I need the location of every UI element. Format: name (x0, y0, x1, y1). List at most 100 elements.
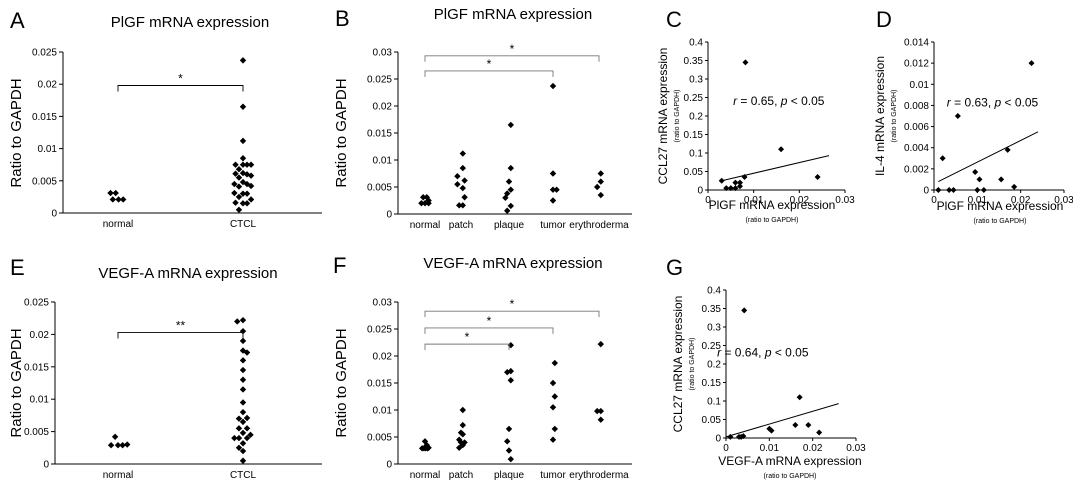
panel-c-y-tick-label: 0.15 (684, 130, 704, 141)
panel-a-point (235, 193, 243, 201)
panel-d-point (950, 187, 957, 193)
panel-b-point (454, 173, 461, 180)
panel-e-point (239, 386, 247, 393)
panel-f-point (551, 393, 558, 400)
panel-f-point (505, 425, 513, 433)
panel-g-x-tick-label: 0.01 (760, 443, 780, 454)
panel-g-x-tick-label: 0 (723, 443, 729, 454)
panel-c-correlation-annotation: r = 0.65, p < 0.05 (733, 94, 825, 108)
panel-g-y-tick-label: 0.4 (707, 286, 721, 297)
panel-c-point (732, 179, 739, 186)
panel-f-category-label: patch (449, 470, 473, 481)
panel-b-point (549, 170, 557, 177)
panel-d-y-tick-label: 0.01 (910, 80, 930, 91)
panel-e-point (247, 431, 254, 439)
panel-c-point (723, 185, 730, 192)
panel-e-point (239, 457, 247, 464)
panel-e-point (231, 434, 238, 442)
panel-b-point (597, 170, 604, 177)
panel-d-point (1028, 60, 1035, 67)
panel-b-y-tick-label: 0.03 (373, 48, 393, 59)
panel-f-y-tick-label: 0.005 (367, 433, 392, 444)
panel-c-x-tick-label: 0.03 (835, 195, 855, 206)
panel-f-point (425, 444, 432, 451)
panel-d-x-tick-label: 0.02 (1011, 195, 1031, 206)
panel-b-point (461, 177, 468, 184)
panel-c-y-axis-subtitle: (ratio to GAPDH) (674, 90, 681, 143)
panel-a-y-tick-label: 0.01 (38, 144, 58, 155)
panel-b-point (420, 194, 427, 201)
panel-b-point (507, 164, 514, 172)
panel-e-y-tick-label: 0.005 (24, 427, 49, 438)
panel-e-y-tick-label: 0.01 (30, 395, 50, 406)
panel-f-label: F (333, 253, 346, 278)
panel-e-point (239, 408, 247, 416)
panel-a-point (239, 137, 247, 145)
panel-f-y-tick-label: 0.02 (373, 352, 393, 363)
panel-c-y-tick-label: 0.4 (689, 38, 703, 49)
panel-a-point (119, 196, 127, 203)
panel-b-point (507, 121, 514, 129)
panel-d-x-axis-subtitle: (ratio to GAPDH) (974, 218, 1027, 225)
panel-e-y-tick-label: 0 (43, 460, 49, 471)
panel-b-category-label: patch (449, 220, 473, 231)
panel-a-y-tick-label: 0 (51, 209, 57, 220)
panel-b-point (425, 200, 432, 207)
panel-e-point (243, 434, 251, 442)
panel-a-point (239, 103, 247, 110)
panel-c-label: C (666, 7, 682, 32)
panel-b-point (549, 186, 557, 193)
panel-b-y-axis-title: Ratio to GAPDH (333, 78, 350, 187)
panel-e-category-label: normal (103, 470, 134, 481)
panel-e-point (124, 441, 131, 448)
panel-e-point (239, 440, 247, 447)
panel-a-point (239, 155, 247, 162)
panel-g-correlation-annotation: r = 0.64, p < 0.05 (717, 346, 809, 360)
panel-b-point (459, 150, 466, 157)
panel-e-point (239, 316, 247, 324)
panel-a-significance-bracket (117, 85, 244, 92)
panel-c-y-tick-label: 0.25 (684, 93, 704, 104)
panel-d-x-tick-label: 0.01 (968, 195, 988, 206)
panel-f-point (597, 407, 604, 415)
panel-b-point (502, 194, 509, 201)
panel-e-point (239, 418, 247, 426)
panel-g-y-tick-label: 0.1 (707, 397, 721, 408)
panel-b-significance-bracket (424, 70, 554, 77)
panel-b-significance-bracket (424, 55, 600, 62)
panel-g-point (805, 422, 812, 429)
panel-a-point (115, 196, 122, 203)
panel-d-point (939, 155, 946, 162)
panel-g-x-tick-label: 0.03 (846, 443, 866, 454)
panel-f-point (459, 421, 466, 429)
panel-e-point (239, 447, 247, 455)
panel-e-y-tick-label: 0.02 (30, 330, 50, 341)
panel-e-y-tick-label: 0.025 (24, 298, 49, 309)
panel-a-y-tick-label: 0.005 (32, 176, 57, 187)
panel-c-y-tick-label: 0.2 (689, 112, 703, 123)
panel-c-x-tick-label: 0.01 (744, 195, 764, 206)
panel-f-category-label: normal (410, 470, 441, 481)
panel-f-point (594, 407, 601, 415)
panel-d-x-axis-title: PlGF mRNA expression (937, 199, 1064, 213)
panel-f-significance-label: * (487, 314, 492, 328)
panel-e-title: VEGF-A mRNA expression (98, 265, 277, 282)
panel-a-point (243, 200, 251, 207)
panel-a-category-label: normal (103, 219, 134, 230)
panel-e-significance-label: ** (176, 318, 186, 332)
panel-e-point (239, 337, 247, 345)
panel-a-point (235, 206, 243, 213)
panel-b-y-tick-label: 0.025 (367, 75, 392, 86)
panel-e-point (235, 415, 243, 422)
panel-f-significance-label: * (465, 330, 470, 344)
panel-a-point (239, 161, 247, 168)
panel-g-y-tick-label: 0.25 (702, 341, 722, 352)
panel-b-category-label: erythroderma (569, 220, 629, 231)
panel-a-point (239, 57, 247, 64)
panel-a-point (232, 161, 239, 168)
panel-d-x-tick-label: 0 (931, 195, 937, 206)
panel-b-label: B (335, 6, 350, 31)
panel-f-y-axis-title: Ratio to GAPDH (333, 328, 350, 437)
panel-b-y-tick-label: 0.02 (373, 102, 393, 113)
panel-c-point (736, 183, 743, 190)
